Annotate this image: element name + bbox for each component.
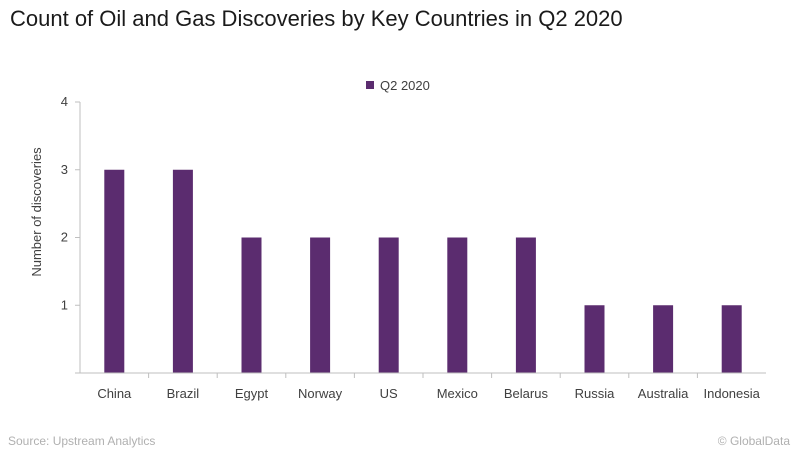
x-tick-label: Egypt [235,386,269,401]
x-tick-label: Australia [638,386,689,401]
x-tick-label: China [97,386,132,401]
bar-australia [653,305,674,373]
x-tick-label: Belarus [504,386,549,401]
bar-brazil [172,169,193,373]
copyright-credit: © GlobalData [717,434,790,448]
bar-egypt [241,237,262,373]
x-tick-label: Russia [575,386,616,401]
x-tick-label: Indonesia [704,386,761,401]
x-tick-label: Brazil [167,386,200,401]
legend-label: Q2 2020 [380,78,430,93]
y-tick-label: 4 [61,94,68,109]
bar-mexico [447,237,468,373]
y-tick-label: 2 [61,230,68,245]
bar-belarus [515,237,536,373]
bar-russia [584,305,605,373]
legend-swatch [366,81,374,89]
y-axis-title: Number of discoveries [29,147,44,277]
x-tick-label: US [380,386,398,401]
y-tick-label: 1 [61,297,68,312]
chart-title: Count of Oil and Gas Discoveries by Key … [10,6,623,31]
bar-us [378,237,399,373]
x-axis: China Brazil Egypt Norway US Mexico Belarus Rus… [97,373,761,401]
bar-indonesia [721,305,742,373]
x-tick-label: Mexico [437,386,478,401]
bars [104,169,742,373]
bar-norway [310,237,331,373]
x-tick-label: Norway [298,386,343,401]
bar-china [104,169,125,373]
y-tick-label: 3 [61,162,68,177]
source-note: Source: Upstream Analytics [8,434,156,448]
legend: Q2 2020 [366,78,430,93]
y-axis: 1 2 3 4 [61,94,81,374]
